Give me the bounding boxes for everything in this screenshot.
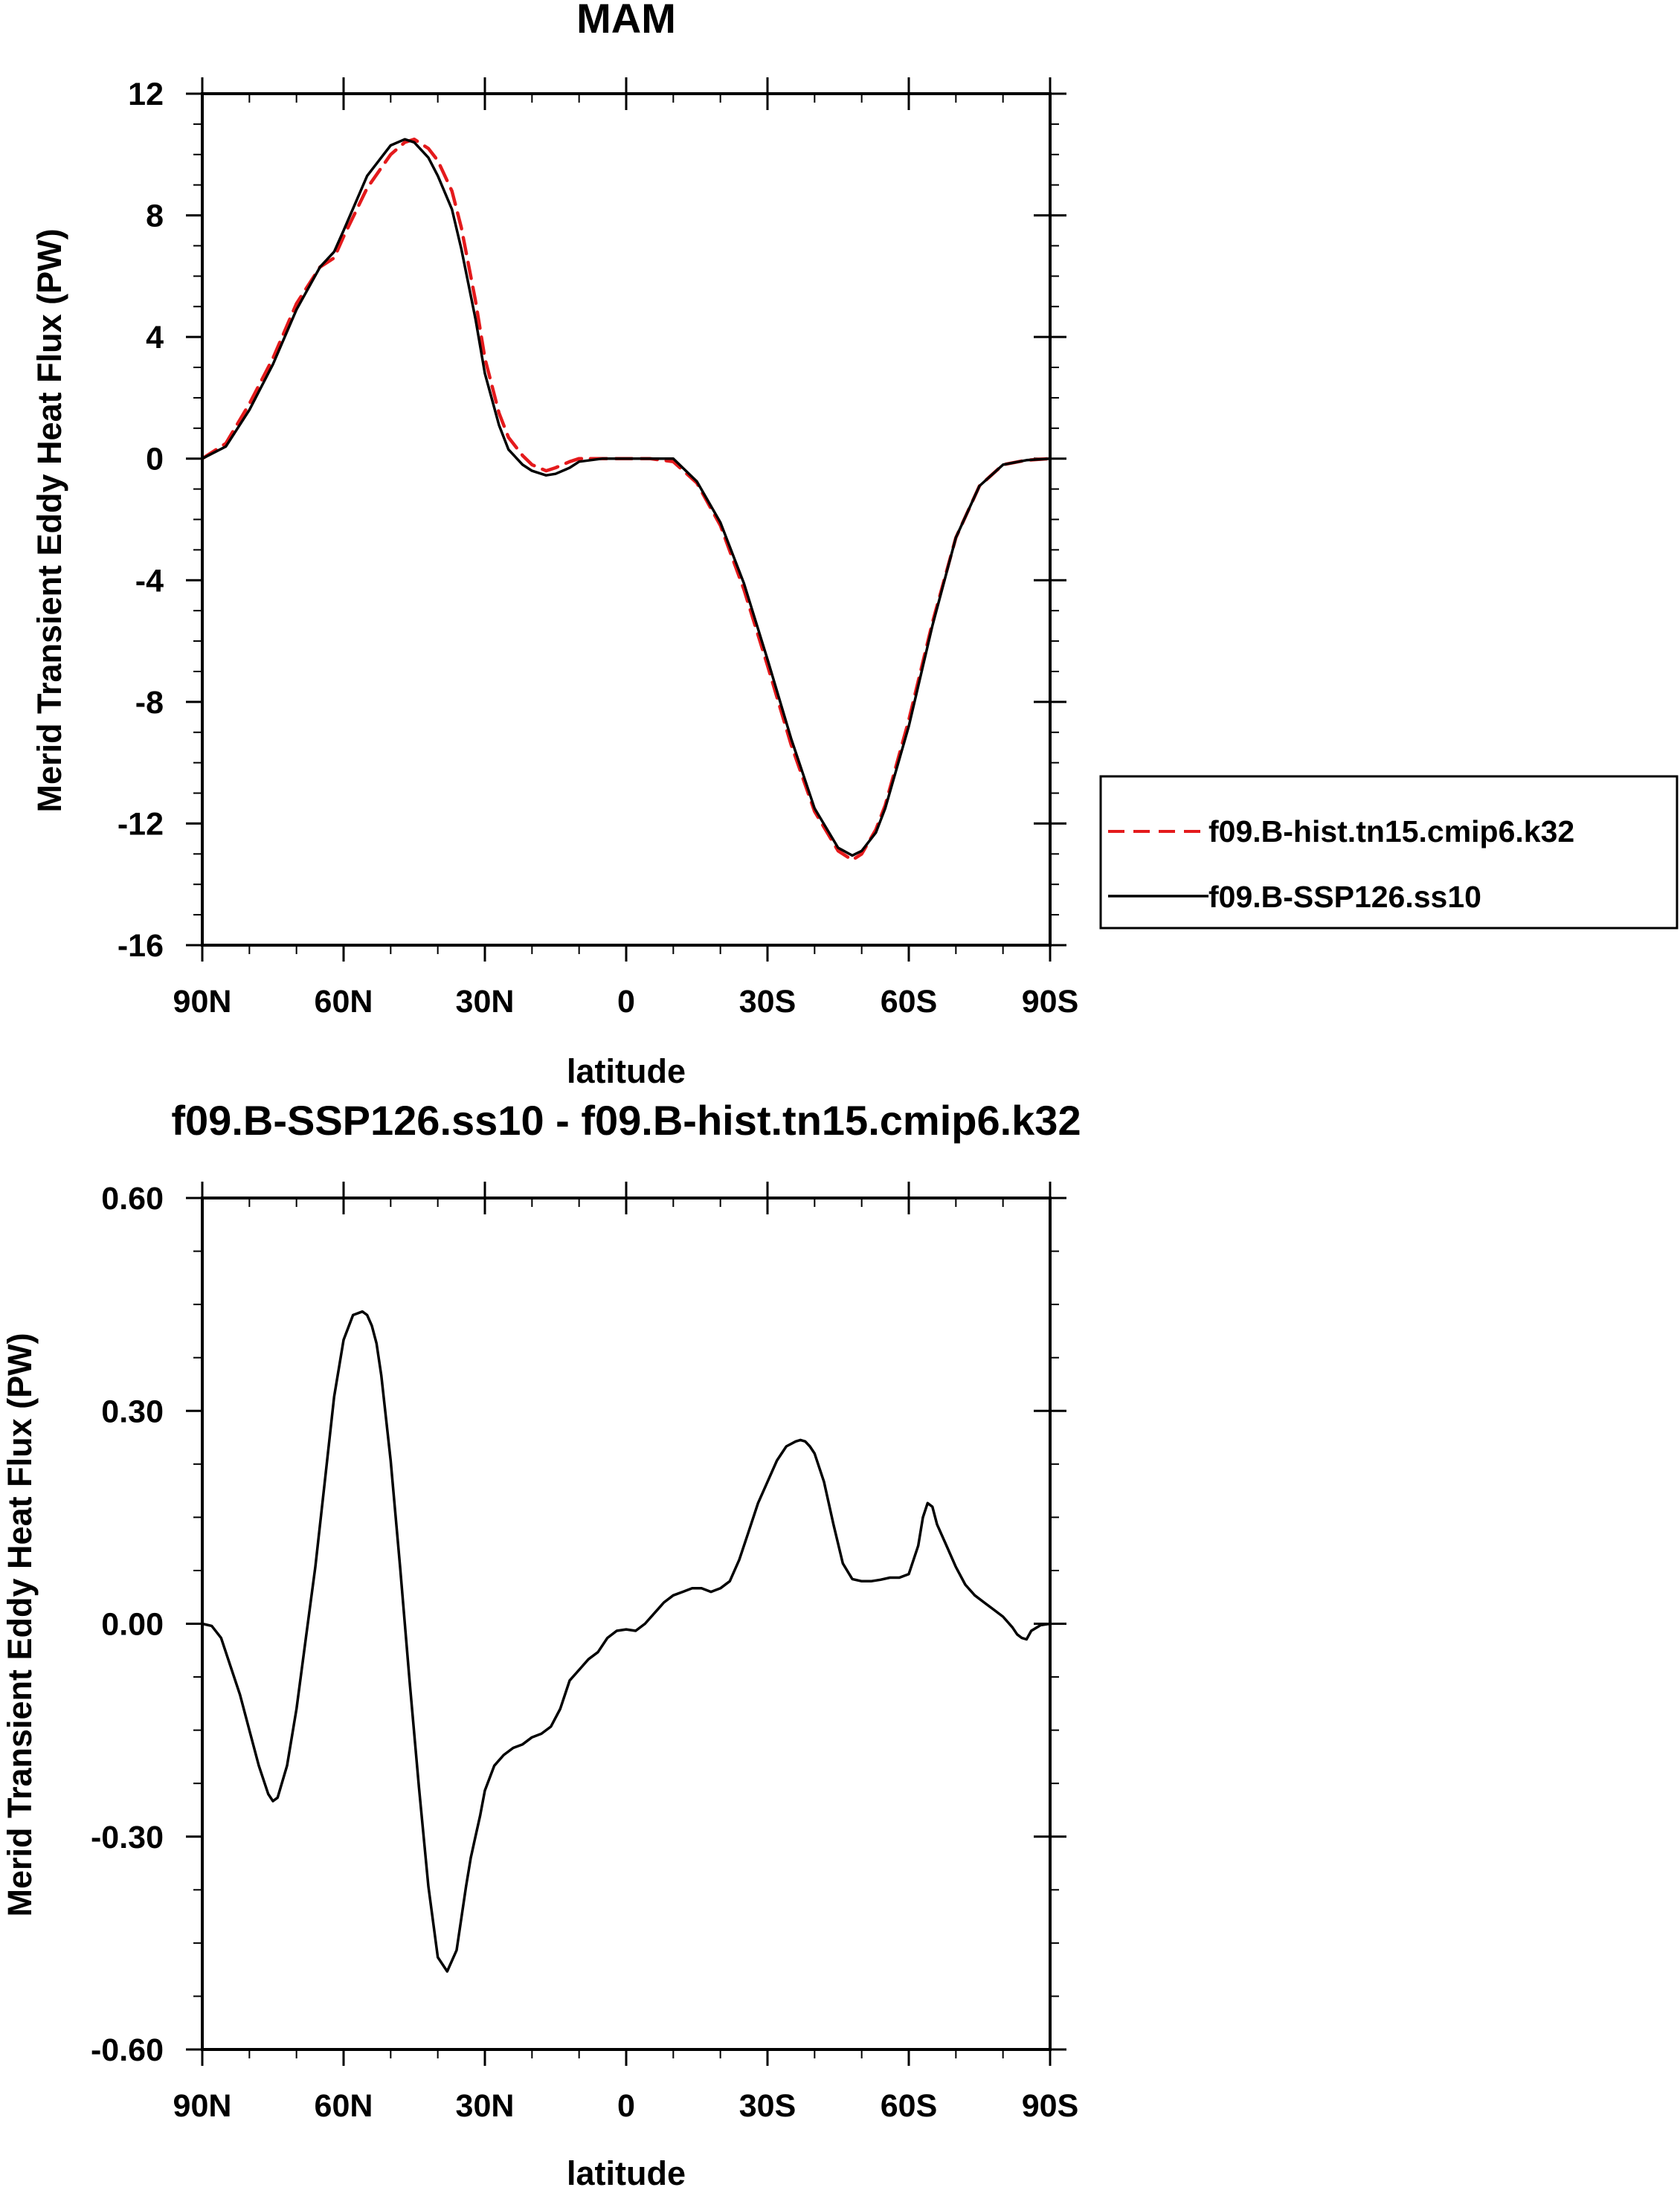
legend: f09.B-hist.tn15.cmip6.k32 f09.B-SSP126.s… — [1099, 775, 1679, 930]
bottom-y-tick-label: -0.30 — [91, 1820, 164, 1855]
legend-label-ssp126: f09.B-SSP126.ss10 — [1208, 880, 1481, 914]
bottom-plot-frame — [201, 1197, 1052, 2051]
top-plot-frame — [201, 92, 1052, 947]
top-y-tick-label: -8 — [135, 685, 164, 721]
bottom-x-tick-label: 60N — [315, 2088, 373, 2124]
top-x-tick-label: 90N — [173, 984, 232, 1020]
bottom-x-tick-label: 30N — [456, 2088, 515, 2124]
bottom-panel: f09.B-SSP126.ss10 - f09.B-hist.tn15.cmip… — [1, 1097, 1081, 2192]
top-series-line-hist — [200, 138, 1052, 862]
bottom-x-tick-label: 90N — [173, 2088, 232, 2124]
top-x-tick-label: 30S — [739, 984, 796, 1020]
bottom-axes-ticks — [186, 1182, 1066, 2066]
top-y-tick-label: -4 — [135, 563, 164, 599]
top-x-tick-label: 0 — [617, 984, 635, 1020]
bottom-x-tick-label: 30S — [739, 2088, 796, 2124]
legend-label-hist: f09.B-hist.tn15.cmip6.k32 — [1208, 814, 1574, 848]
top-x-axis-label: latitude — [567, 1052, 686, 1090]
top-x-tick-labels: 90N 60N 30N 0 30S 60S 90S — [173, 984, 1079, 1020]
bottom-y-tick-label: 0.30 — [101, 1394, 164, 1429]
top-series-line-ssp126 — [201, 138, 1052, 857]
bottom-y-tick-label: 0.00 — [101, 1607, 164, 1643]
bottom-x-tick-label: 60S — [881, 2088, 938, 2124]
top-x-tick-label: 30N — [456, 984, 515, 1020]
top-y-tick-label: 4 — [146, 320, 164, 355]
top-y-tick-label: 0 — [146, 442, 164, 477]
bottom-y-tick-label: -0.60 — [91, 2032, 164, 2068]
bottom-y-tick-label: 0.60 — [101, 1181, 164, 1217]
top-series — [200, 138, 1052, 862]
top-y-tick-label: 8 — [146, 199, 164, 234]
top-y-tick-labels: 12 8 4 0 -4 -8 -12 -16 — [118, 77, 164, 964]
bottom-x-tick-label: 0 — [617, 2088, 635, 2124]
top-x-tick-label: 60S — [881, 984, 938, 1020]
top-y-tick-label: 12 — [128, 77, 164, 112]
bottom-y-axis-label: Merid Transient Eddy Heat Flux (PW) — [1, 1333, 39, 1916]
bottom-series — [201, 1310, 1052, 1973]
top-y-tick-label: -12 — [118, 806, 164, 842]
top-axes-ticks — [186, 77, 1066, 962]
top-y-tick-label: -16 — [118, 928, 164, 964]
bottom-x-tick-labels: 90N 60N 30N 0 30S 60S 90S — [173, 2088, 1079, 2124]
legend-box — [1099, 775, 1679, 930]
bottom-chart-title: f09.B-SSP126.ss10 - f09.B-hist.tn15.cmip… — [171, 1097, 1081, 1144]
bottom-y-tick-labels: 0.60 0.30 0.00 -0.30 -0.60 — [91, 1181, 164, 2068]
top-x-tick-label: 90S — [1022, 984, 1079, 1020]
bottom-x-axis-label: latitude — [567, 2154, 686, 2189]
top-x-tick-label: 60N — [315, 984, 373, 1020]
bottom-x-tick-label: 90S — [1022, 2088, 1079, 2124]
top-chart-title: MAM — [576, 0, 676, 42]
bottom-series-line-difference — [201, 1310, 1052, 1973]
top-y-axis-label: Merid Transient Eddy Heat Flux (PW) — [30, 228, 68, 812]
